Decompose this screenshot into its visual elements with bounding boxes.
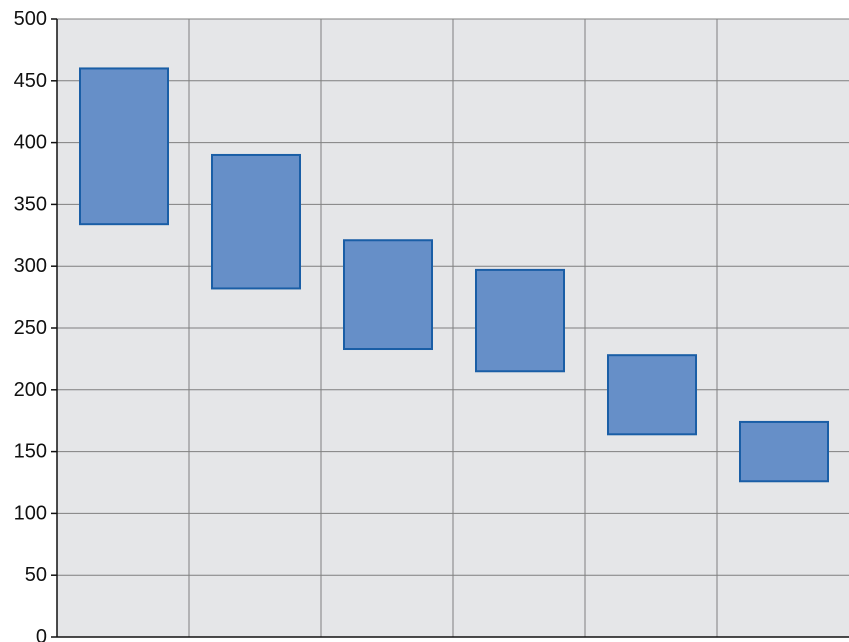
bar-2 — [211, 153, 301, 290]
gridlines — [57, 18, 849, 637]
y-tick-label: 400 — [14, 132, 47, 154]
y-tick-label: 300 — [14, 255, 47, 277]
y-tick-label: 150 — [14, 441, 47, 463]
y-tick-label: 500 — [14, 8, 47, 30]
y-tick-label: 50 — [25, 564, 47, 586]
bar-6 — [739, 420, 829, 483]
bar-1 — [79, 67, 169, 226]
y-tick-label: 200 — [14, 379, 47, 401]
y-tick-label: 250 — [14, 317, 47, 339]
bar-5 — [607, 354, 697, 436]
y-tick-label: 100 — [14, 502, 47, 524]
bars — [79, 67, 829, 483]
y-axis-tick-labels: 0 50 100 150 200 250 300 350 400 450 500 — [14, 8, 47, 642]
y-tick-label: 350 — [14, 193, 47, 215]
axes — [51, 18, 849, 638]
y-tick-label: 450 — [14, 70, 47, 92]
bar-4 — [475, 268, 565, 373]
bar-3 — [343, 239, 433, 351]
y-tick-label: 0 — [36, 626, 47, 642]
